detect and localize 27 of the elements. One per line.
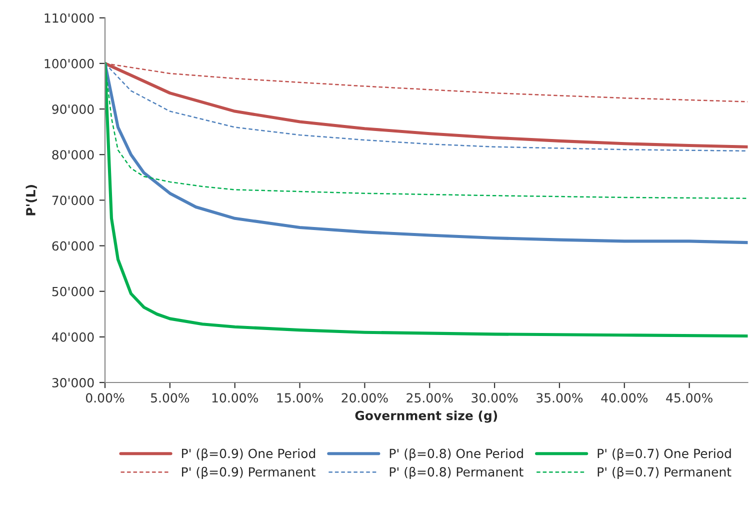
- y-tick-label: 80'000: [52, 150, 94, 160]
- legend-label: P' (β=0.8) Permanent: [390, 466, 524, 480]
- x-tick-label: 40.00%: [601, 393, 648, 403]
- y-axis-title: P'(L): [26, 185, 37, 216]
- y-tick-label: 70'000: [52, 196, 94, 206]
- x-tick-label: 0.00%: [86, 393, 124, 403]
- legend-label: P' (β=0.9) Permanent: [182, 466, 316, 480]
- x-tick-label: 15.00%: [277, 393, 323, 403]
- x-tick-label: 30.00%: [472, 393, 518, 403]
- x-tick-label: 10.00%: [212, 393, 258, 403]
- legend-label: P' (β=0.9) One Period: [182, 448, 316, 461]
- legend-label: P' (β=0.7) Permanent: [598, 466, 732, 480]
- x-tick-label: 20.00%: [342, 393, 388, 403]
- y-tick-label: 30'000: [52, 378, 94, 388]
- y-tick-label: 100'000: [44, 58, 94, 68]
- legend-label: P' (β=0.8) One Period: [390, 448, 523, 461]
- x-tick-label: 45.00%: [666, 393, 712, 403]
- legend-label: P' (β=0.7) One Period: [598, 448, 731, 461]
- x-tick-label: 25.00%: [406, 393, 453, 403]
- y-tick-label: 50'000: [52, 286, 94, 296]
- y-tick-label: 40'000: [52, 332, 94, 342]
- y-tick-label: 110'000: [44, 13, 94, 23]
- x-tick-label: 35.00%: [536, 393, 583, 403]
- y-tick-label: 60'000: [52, 241, 94, 251]
- x-axis-title: Government size (g): [355, 410, 498, 423]
- y-tick-label: 90'000: [52, 104, 94, 114]
- x-tick-label: 5.00%: [151, 393, 190, 403]
